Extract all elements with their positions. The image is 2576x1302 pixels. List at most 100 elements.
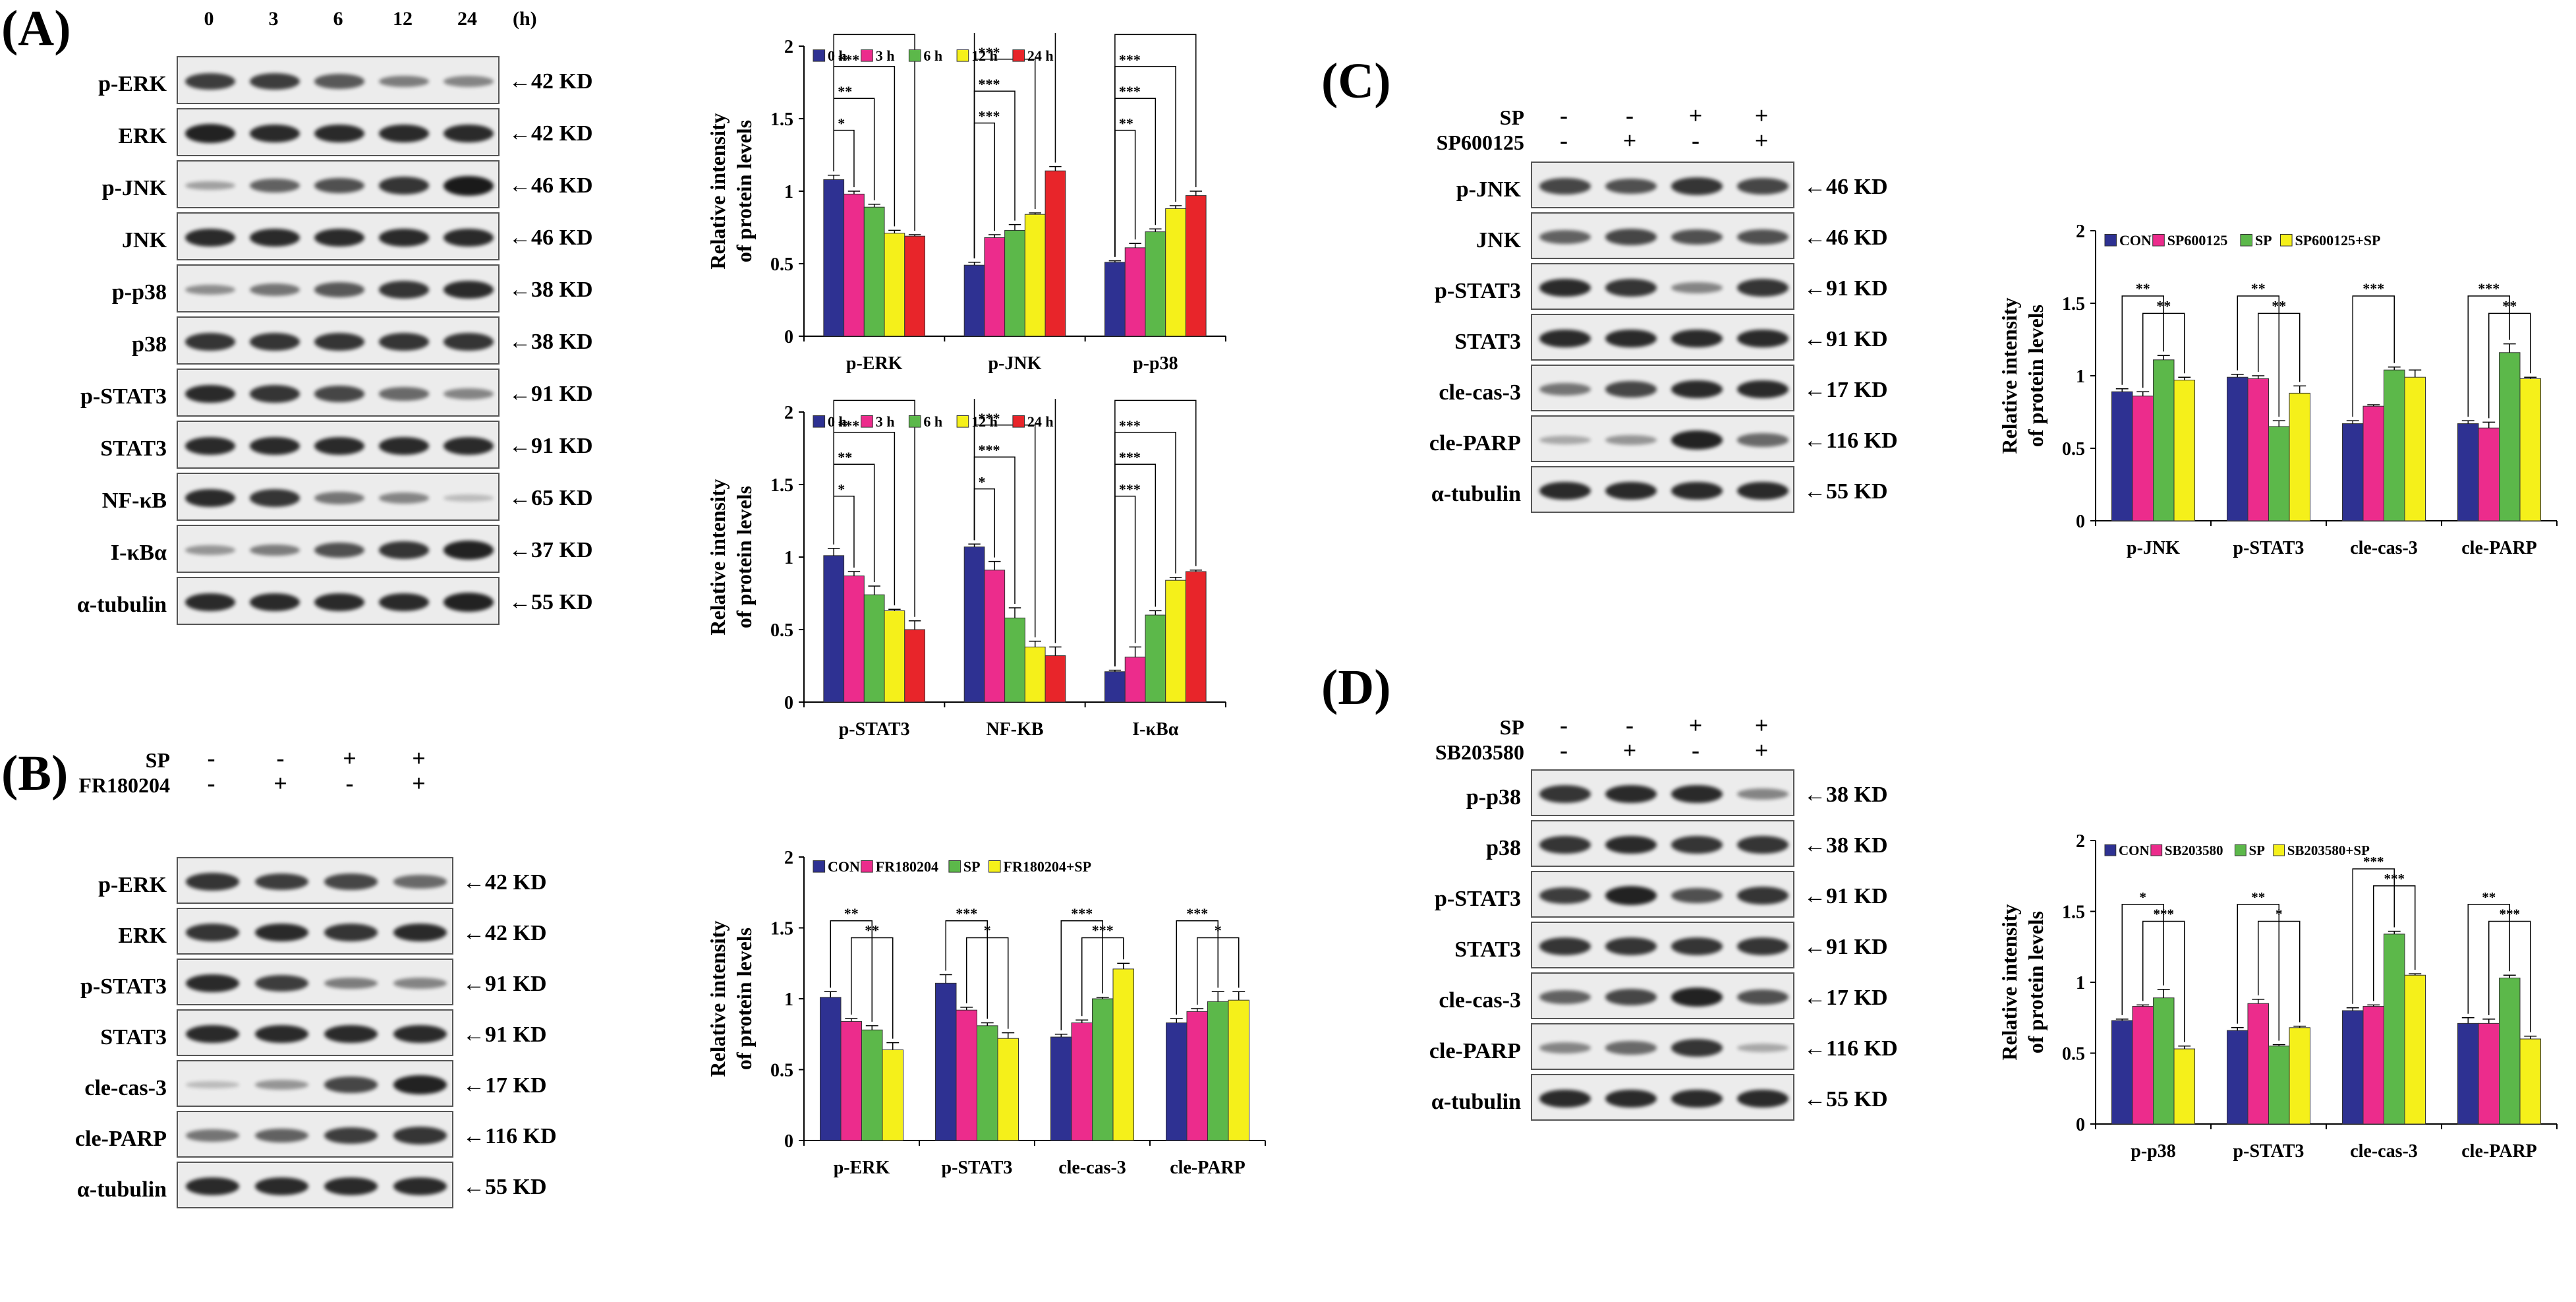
y-axis-label: Relative intensity: [1997, 904, 2021, 1060]
blot-band: [378, 228, 430, 247]
blot-band: [1605, 481, 1657, 500]
treatment-sign: +: [1688, 102, 1703, 129]
x-tick-label: p-JNK: [2127, 538, 2180, 558]
blot-band: [314, 333, 365, 351]
protein-label: α-tubulin: [1431, 1090, 1521, 1114]
blot-strip: [177, 264, 500, 312]
bar: [1104, 671, 1126, 703]
blot-band: [185, 1177, 240, 1196]
significance-bracket: [2352, 295, 2395, 417]
x-tick-label: cle-PARP: [2461, 1141, 2537, 1162]
protein-label: p-STAT3: [1434, 887, 1521, 911]
molecular-weight-label: ←91 KD: [463, 1022, 547, 1047]
molecular-weight-label: ←46 KD: [1804, 175, 1888, 199]
x-tick-label: p-ERK: [834, 1158, 890, 1178]
treatment-sign: -: [1626, 712, 1634, 738]
blot-band: [1539, 887, 1591, 904]
y-tick-label: 2: [2076, 831, 2085, 852]
legend-entry: SP: [2255, 232, 2272, 249]
bar: [1165, 579, 1186, 703]
blot-band: [254, 1177, 309, 1196]
blot-band: [1671, 282, 1723, 293]
bar: [2227, 1030, 2248, 1125]
y-tick-label: 1: [784, 990, 793, 1010]
significance-mark: **: [2136, 280, 2150, 297]
treatment-sign: +: [1754, 737, 1769, 763]
molecular-weight-label: ←55 KD: [1804, 1087, 1888, 1111]
legend-swatch: [861, 860, 873, 873]
y-tick-label: 2: [784, 850, 793, 868]
blot-band: [443, 76, 494, 87]
bar: [2153, 359, 2175, 521]
x-tick-label: p-STAT3: [2233, 1141, 2304, 1162]
blot-band: [314, 74, 365, 89]
significance-bracket: [1176, 920, 1218, 1015]
significance-mark: ***: [2363, 854, 2384, 870]
y-tick-label: 1: [2076, 973, 2085, 993]
legend-entry: SP: [2248, 843, 2265, 858]
significance-bracket: [2258, 920, 2301, 1022]
blot-strip: [177, 421, 500, 469]
blot-band: [185, 924, 240, 941]
bar: [1207, 1001, 1229, 1141]
blot-band: [1539, 436, 1591, 444]
significance-mark: ***: [979, 442, 1000, 458]
blot-strip: [1531, 972, 1794, 1019]
blot-band: [1605, 1089, 1657, 1108]
blot-band: [1671, 329, 1723, 348]
blot-band: [393, 1127, 447, 1144]
bar: [904, 629, 925, 703]
molecular-weight-label: ←91 KD: [1804, 276, 1888, 301]
blot-band: [378, 387, 430, 401]
molecular-weight-label: ←91 KD: [463, 972, 547, 996]
legend-entry: CON: [2119, 232, 2152, 249]
blot-band: [1539, 229, 1591, 245]
legend-swatch: [2273, 844, 2285, 856]
blot-band: [1737, 1044, 1789, 1052]
significance-mark: ***: [956, 905, 977, 922]
blot-strip: [177, 908, 453, 955]
x-tick-label: cle-PARP: [1170, 1158, 1245, 1178]
bar: [844, 193, 865, 337]
blot-strip: [1531, 415, 1794, 462]
bar: [2247, 378, 2269, 521]
bar: [935, 982, 957, 1141]
legend-entry: SP: [963, 858, 981, 875]
blot-band: [185, 488, 236, 508]
blot-band: [1539, 1042, 1591, 1053]
treatment-sign: +: [1754, 712, 1769, 738]
significance-mark: ***: [2384, 871, 2405, 887]
blot-band: [1539, 785, 1591, 803]
legend-entry: 24 h: [1027, 413, 1054, 430]
blot-band: [1671, 887, 1723, 904]
y-tick-label: 2: [784, 403, 793, 423]
molecular-weight-label: ←91 KD: [1804, 327, 1888, 351]
bar: [1166, 1022, 1188, 1141]
molecular-weight-label: ←116 KD: [1804, 1036, 1898, 1061]
bar: [1145, 231, 1166, 337]
bar: [1185, 571, 1207, 703]
blot-strip: [1531, 1023, 1794, 1070]
bar: [1185, 195, 1207, 337]
blot-strip: [1531, 1074, 1794, 1121]
molecular-weight-label: ←42 KD: [463, 921, 547, 945]
bar: [1045, 655, 1066, 703]
blot-band: [185, 593, 236, 612]
blot-band: [378, 281, 430, 299]
legend-swatch: [988, 860, 1001, 873]
bar-chart-d: Relative intensity of protein levels 0 0.5 1…: [1997, 831, 2558, 1162]
significance-bracket: [833, 129, 855, 187]
blot-band: [1605, 329, 1657, 348]
blot-band: [1605, 784, 1657, 804]
bar: [1004, 229, 1025, 337]
significance-mark: *: [1215, 922, 1222, 939]
protein-label: JNK: [1476, 228, 1521, 252]
protein-label: cle-PARP: [1429, 431, 1521, 456]
x-tick-label: p-JNK: [988, 353, 1042, 374]
panel-label-d: (D): [1321, 660, 1391, 715]
legend-entry: 3 h: [876, 413, 895, 430]
significance-mark: ***: [1119, 83, 1141, 100]
molecular-weight-label: ←17 KD: [1804, 986, 1888, 1010]
bar: [1024, 214, 1046, 337]
blot-band: [443, 494, 494, 502]
